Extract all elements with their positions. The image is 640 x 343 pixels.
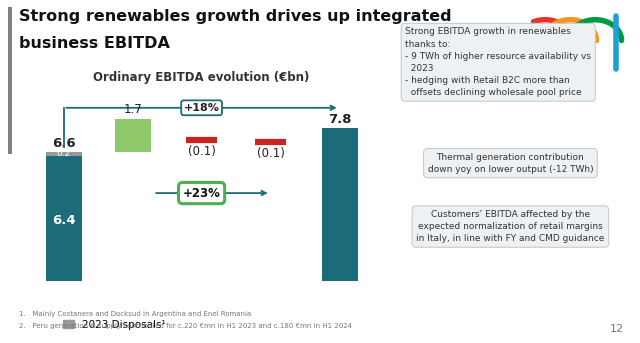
Legend: 2023 Disposals¹: 2023 Disposals¹ [59,315,170,334]
Text: Strong renewables growth drives up integrated: Strong renewables growth drives up integ… [19,9,452,24]
Text: 1.   Mainly Costanera and Docksud in Argentina and Enel Romania: 1. Mainly Costanera and Docksud in Argen… [19,311,252,317]
Text: 2.   Peru generation & supply contributed for c.220 €mn in H1 2023 and c.180 €mn: 2. Peru generation & supply contributed … [19,323,352,329]
Text: 1.7: 1.7 [124,103,142,116]
Text: (0.1): (0.1) [257,147,285,160]
Text: 6.6: 6.6 [52,137,76,150]
Text: 7.8: 7.8 [328,113,351,126]
Text: Thermal generation contribution
down yoy on lower output (-12 TWh): Thermal generation contribution down yoy… [428,153,593,174]
Bar [45,152,81,281]
Text: +23%: +23% [182,187,221,200]
Text: enel: enel [563,64,593,78]
Text: Strong EBITDA growth in renewables
thanks to:
- 9 TWh of higher resource availab: Strong EBITDA growth in renewables thank… [405,27,591,97]
Bar [115,119,150,152]
Text: business EBITDA: business EBITDA [19,36,170,51]
Text: (0.1): (0.1) [188,145,216,158]
Bar [322,128,358,281]
Bar [8,7,12,154]
Title: Ordinary EBITDA evolution (€bn): Ordinary EBITDA evolution (€bn) [93,71,310,84]
Text: 0.2: 0.2 [56,149,70,158]
Text: +18%: +18% [184,103,220,113]
Text: Customers’ EBITDA affected by the
expected normalization of retail margins
in It: Customers’ EBITDA affected by the expect… [416,210,605,243]
Text: 6.4: 6.4 [52,214,76,227]
Bar [45,152,81,156]
Text: 12: 12 [610,324,624,334]
